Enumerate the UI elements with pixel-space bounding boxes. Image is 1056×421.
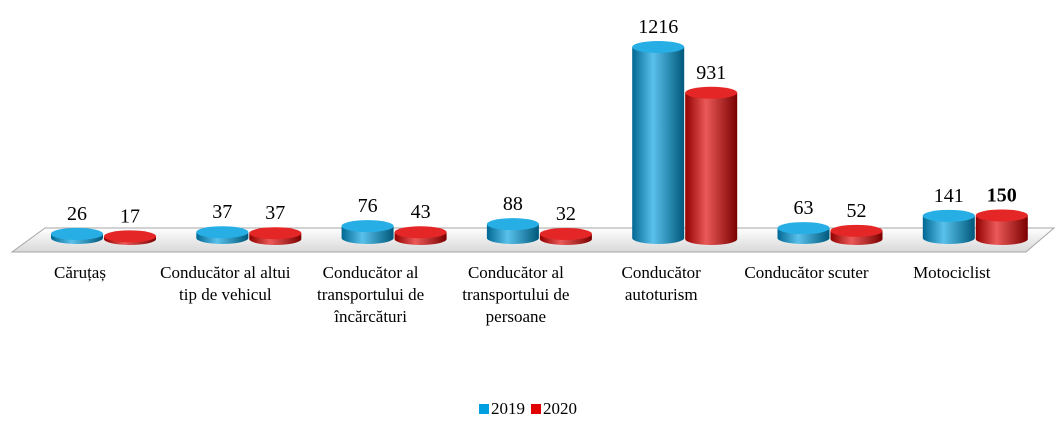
bar — [975, 215, 1028, 246]
bar-top — [51, 227, 103, 240]
x-tick-label: Conducător autoturism — [621, 263, 701, 304]
bar-top — [486, 218, 539, 231]
x-tick-label: Conducător al transportului de persoane — [462, 263, 570, 326]
x-tick-label: Căruțaș — [54, 263, 106, 282]
bar-top — [685, 86, 738, 99]
value-label: 43 — [411, 201, 431, 223]
value-label: 931 — [696, 62, 726, 84]
value-label: 76 — [358, 195, 378, 217]
x-tick-label: Conducător al altui tip de vehicul — [160, 263, 291, 304]
bar-top — [830, 224, 883, 237]
bar-top — [777, 222, 830, 235]
x-tick-label: Motociclist — [913, 263, 991, 282]
bar-top — [922, 209, 975, 222]
value-label: 26 — [67, 203, 87, 225]
value-label: 17 — [120, 205, 140, 227]
value-label: 63 — [794, 197, 814, 219]
legend-label: 2020 — [543, 399, 577, 418]
bar-top — [196, 226, 249, 239]
legend-item: 2019 — [479, 399, 525, 419]
legend-swatch — [531, 404, 541, 414]
value-label: 1216 — [638, 16, 678, 38]
value-label: 150 — [987, 184, 1017, 206]
bar-top — [394, 226, 447, 239]
bar-top — [341, 220, 394, 233]
value-label: 32 — [556, 203, 576, 225]
bar — [685, 92, 738, 246]
x-tick-label: Conducător scuter — [744, 263, 869, 282]
bar — [632, 47, 685, 244]
value-label: 37 — [212, 201, 232, 223]
value-label: 37 — [265, 202, 285, 224]
value-label: 141 — [934, 185, 964, 207]
legend-item: 2020 — [531, 399, 577, 419]
value-label: 52 — [847, 200, 867, 222]
bar-top — [632, 41, 685, 53]
bar-top — [539, 227, 592, 240]
bar — [922, 215, 975, 244]
value-label: 88 — [503, 193, 523, 215]
x-tick-label: Conducător al transportului de încărcătu… — [317, 263, 425, 326]
bar-top — [975, 209, 1028, 222]
legend: 2019 2020 — [0, 399, 1056, 419]
bar-top — [249, 227, 302, 240]
legend-label: 2019 — [491, 399, 525, 418]
bar-top — [104, 230, 156, 243]
legend-swatch — [479, 404, 489, 414]
